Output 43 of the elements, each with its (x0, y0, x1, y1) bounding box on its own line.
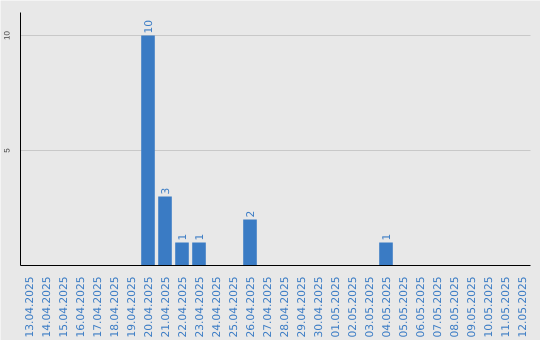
bar (192, 242, 206, 266)
x-tick-label: 08.05.2025 (448, 276, 461, 338)
data-label: 2 (244, 210, 257, 218)
x-tick-label: 23.04.2025 (193, 276, 206, 338)
x-tick-label: 18.04.2025 (108, 276, 121, 338)
y-tick-label: 5 (2, 148, 12, 153)
x-tick-label: 13.04.2025 (23, 276, 36, 338)
bar (158, 196, 172, 266)
x-tick-label: 26.04.2025 (244, 276, 257, 338)
data-label: 10 (142, 20, 155, 34)
x-tick-label: 20.04.2025 (142, 276, 155, 338)
x-tick-label: 03.05.2025 (363, 276, 376, 338)
x-tick-label: 12.05.2025 (516, 276, 529, 338)
x-tick-label: 27.04.2025 (261, 276, 274, 338)
x-tick-label: 29.04.2025 (295, 276, 308, 338)
bar (175, 242, 189, 266)
data-label: 3 (159, 188, 172, 194)
x-tick-label: 19.04.2025 (125, 276, 138, 338)
x-tick-label: 06.05.2025 (414, 276, 427, 338)
bar (243, 220, 257, 266)
x-tick-label: 10.05.2025 (482, 276, 495, 338)
x-tick-label: 15.04.2025 (57, 276, 70, 338)
x-tick-label: 28.04.2025 (278, 276, 291, 338)
x-tick-label: 30.04.2025 (312, 276, 325, 338)
bar (141, 36, 155, 266)
x-tick-label: 04.05.2025 (380, 276, 393, 338)
x-tick-label: 05.05.2025 (397, 276, 410, 338)
x-tick-label: 14.04.2025 (40, 276, 53, 338)
x-tick-label: 24.04.2025 (210, 276, 223, 338)
x-tick-label: 01.05.2025 (329, 276, 342, 338)
x-tick-label: 02.05.2025 (346, 276, 359, 338)
data-label: 1 (176, 234, 189, 240)
bar (379, 242, 393, 266)
x-tick-label: 07.05.2025 (431, 276, 444, 338)
x-tick-label: 11.05.2025 (499, 276, 512, 338)
x-tick-label: 09.05.2025 (465, 276, 478, 338)
x-tick-label: 25.04.2025 (227, 276, 240, 338)
x-tick-label: 21.04.2025 (159, 276, 172, 338)
x-tick-label: 17.04.2025 (91, 276, 104, 338)
data-label: 1 (193, 234, 206, 240)
x-tick-label: 16.04.2025 (74, 276, 87, 338)
x-tick-label: 22.04.2025 (176, 276, 189, 338)
data-label: 1 (380, 234, 393, 240)
